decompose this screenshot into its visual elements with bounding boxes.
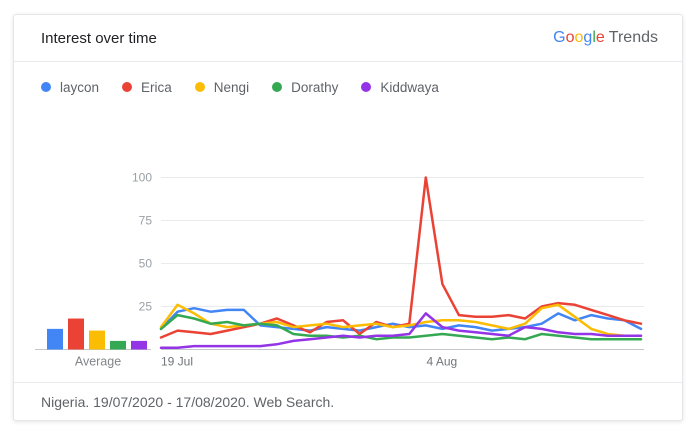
chart-legend: laycon Erica Nengi Dorathy Kiddwaya <box>41 74 439 100</box>
legend-dot-icon <box>272 82 283 92</box>
legend-item-dorathy[interactable]: Dorathy <box>272 80 338 95</box>
trends-widget-card: Interest over time Google Trends laycon Er… <box>13 14 683 421</box>
legend-label: Kiddwaya <box>380 79 439 95</box>
google-logo-letter: o <box>574 29 584 46</box>
google-logo-letter: g <box>583 29 593 46</box>
legend-item-erica[interactable]: Erica <box>122 80 172 95</box>
legend-dot-icon <box>41 82 51 92</box>
legend-label: Erica <box>141 79 172 95</box>
x-tick-label-19-jul: 19 Jul <box>161 355 193 369</box>
footer-divider <box>14 382 682 383</box>
y-tick-label-25: 25 <box>139 300 153 314</box>
x-tick-label-4-aug: 4 Aug <box>426 355 457 369</box>
y-tick-label-50: 50 <box>139 257 153 271</box>
trends-logo-text: Trends <box>608 29 658 46</box>
legend-item-nengi[interactable]: Nengi <box>194 79 250 95</box>
google-logo-letter: l <box>592 29 596 46</box>
widget-header: Interest over time Google Trends <box>14 15 682 62</box>
average-bar-kiddwaya <box>131 340 147 350</box>
google-trends-logo[interactable]: Google Trends <box>553 29 658 47</box>
y-tick-label-100: 100 <box>132 171 152 185</box>
average-label: Average <box>75 355 121 369</box>
widget-title: Interest over time <box>41 29 157 47</box>
legend-item-kiddwaya[interactable]: Kiddwaya <box>361 80 439 95</box>
legend-label: Dorathy <box>291 79 339 95</box>
legend-label: Nengi <box>213 79 250 95</box>
legend-label: laycon <box>60 79 100 95</box>
trend-line-dorathy <box>159 313 643 341</box>
interest-over-time-chart[interactable]: 25 50 75 100 19 Jul 4 Aug Average <box>21 159 661 371</box>
average-bar-nengi <box>89 330 105 350</box>
google-logo-letter: o <box>565 29 575 46</box>
google-logo-letter: G <box>553 29 566 46</box>
chart-area: 25 50 75 100 19 Jul 4 Aug Average <box>21 159 661 371</box>
trend-line-kiddwaya <box>159 312 643 350</box>
legend-dot-icon <box>361 82 372 92</box>
average-bar-laycon <box>47 328 63 350</box>
google-logo-letter: e <box>595 29 605 46</box>
legend-dot-icon <box>122 82 133 92</box>
legend-item-laycon[interactable]: laycon <box>41 80 99 95</box>
average-bar-dorathy <box>110 340 126 350</box>
y-tick-label-75: 75 <box>139 214 153 228</box>
google-logo-text: Google <box>553 29 605 46</box>
legend-dot-icon <box>194 82 205 92</box>
footer-note: Nigeria. 19/07/2020 - 17/08/2020. Web Se… <box>41 394 335 410</box>
average-bar-erica <box>68 318 84 350</box>
